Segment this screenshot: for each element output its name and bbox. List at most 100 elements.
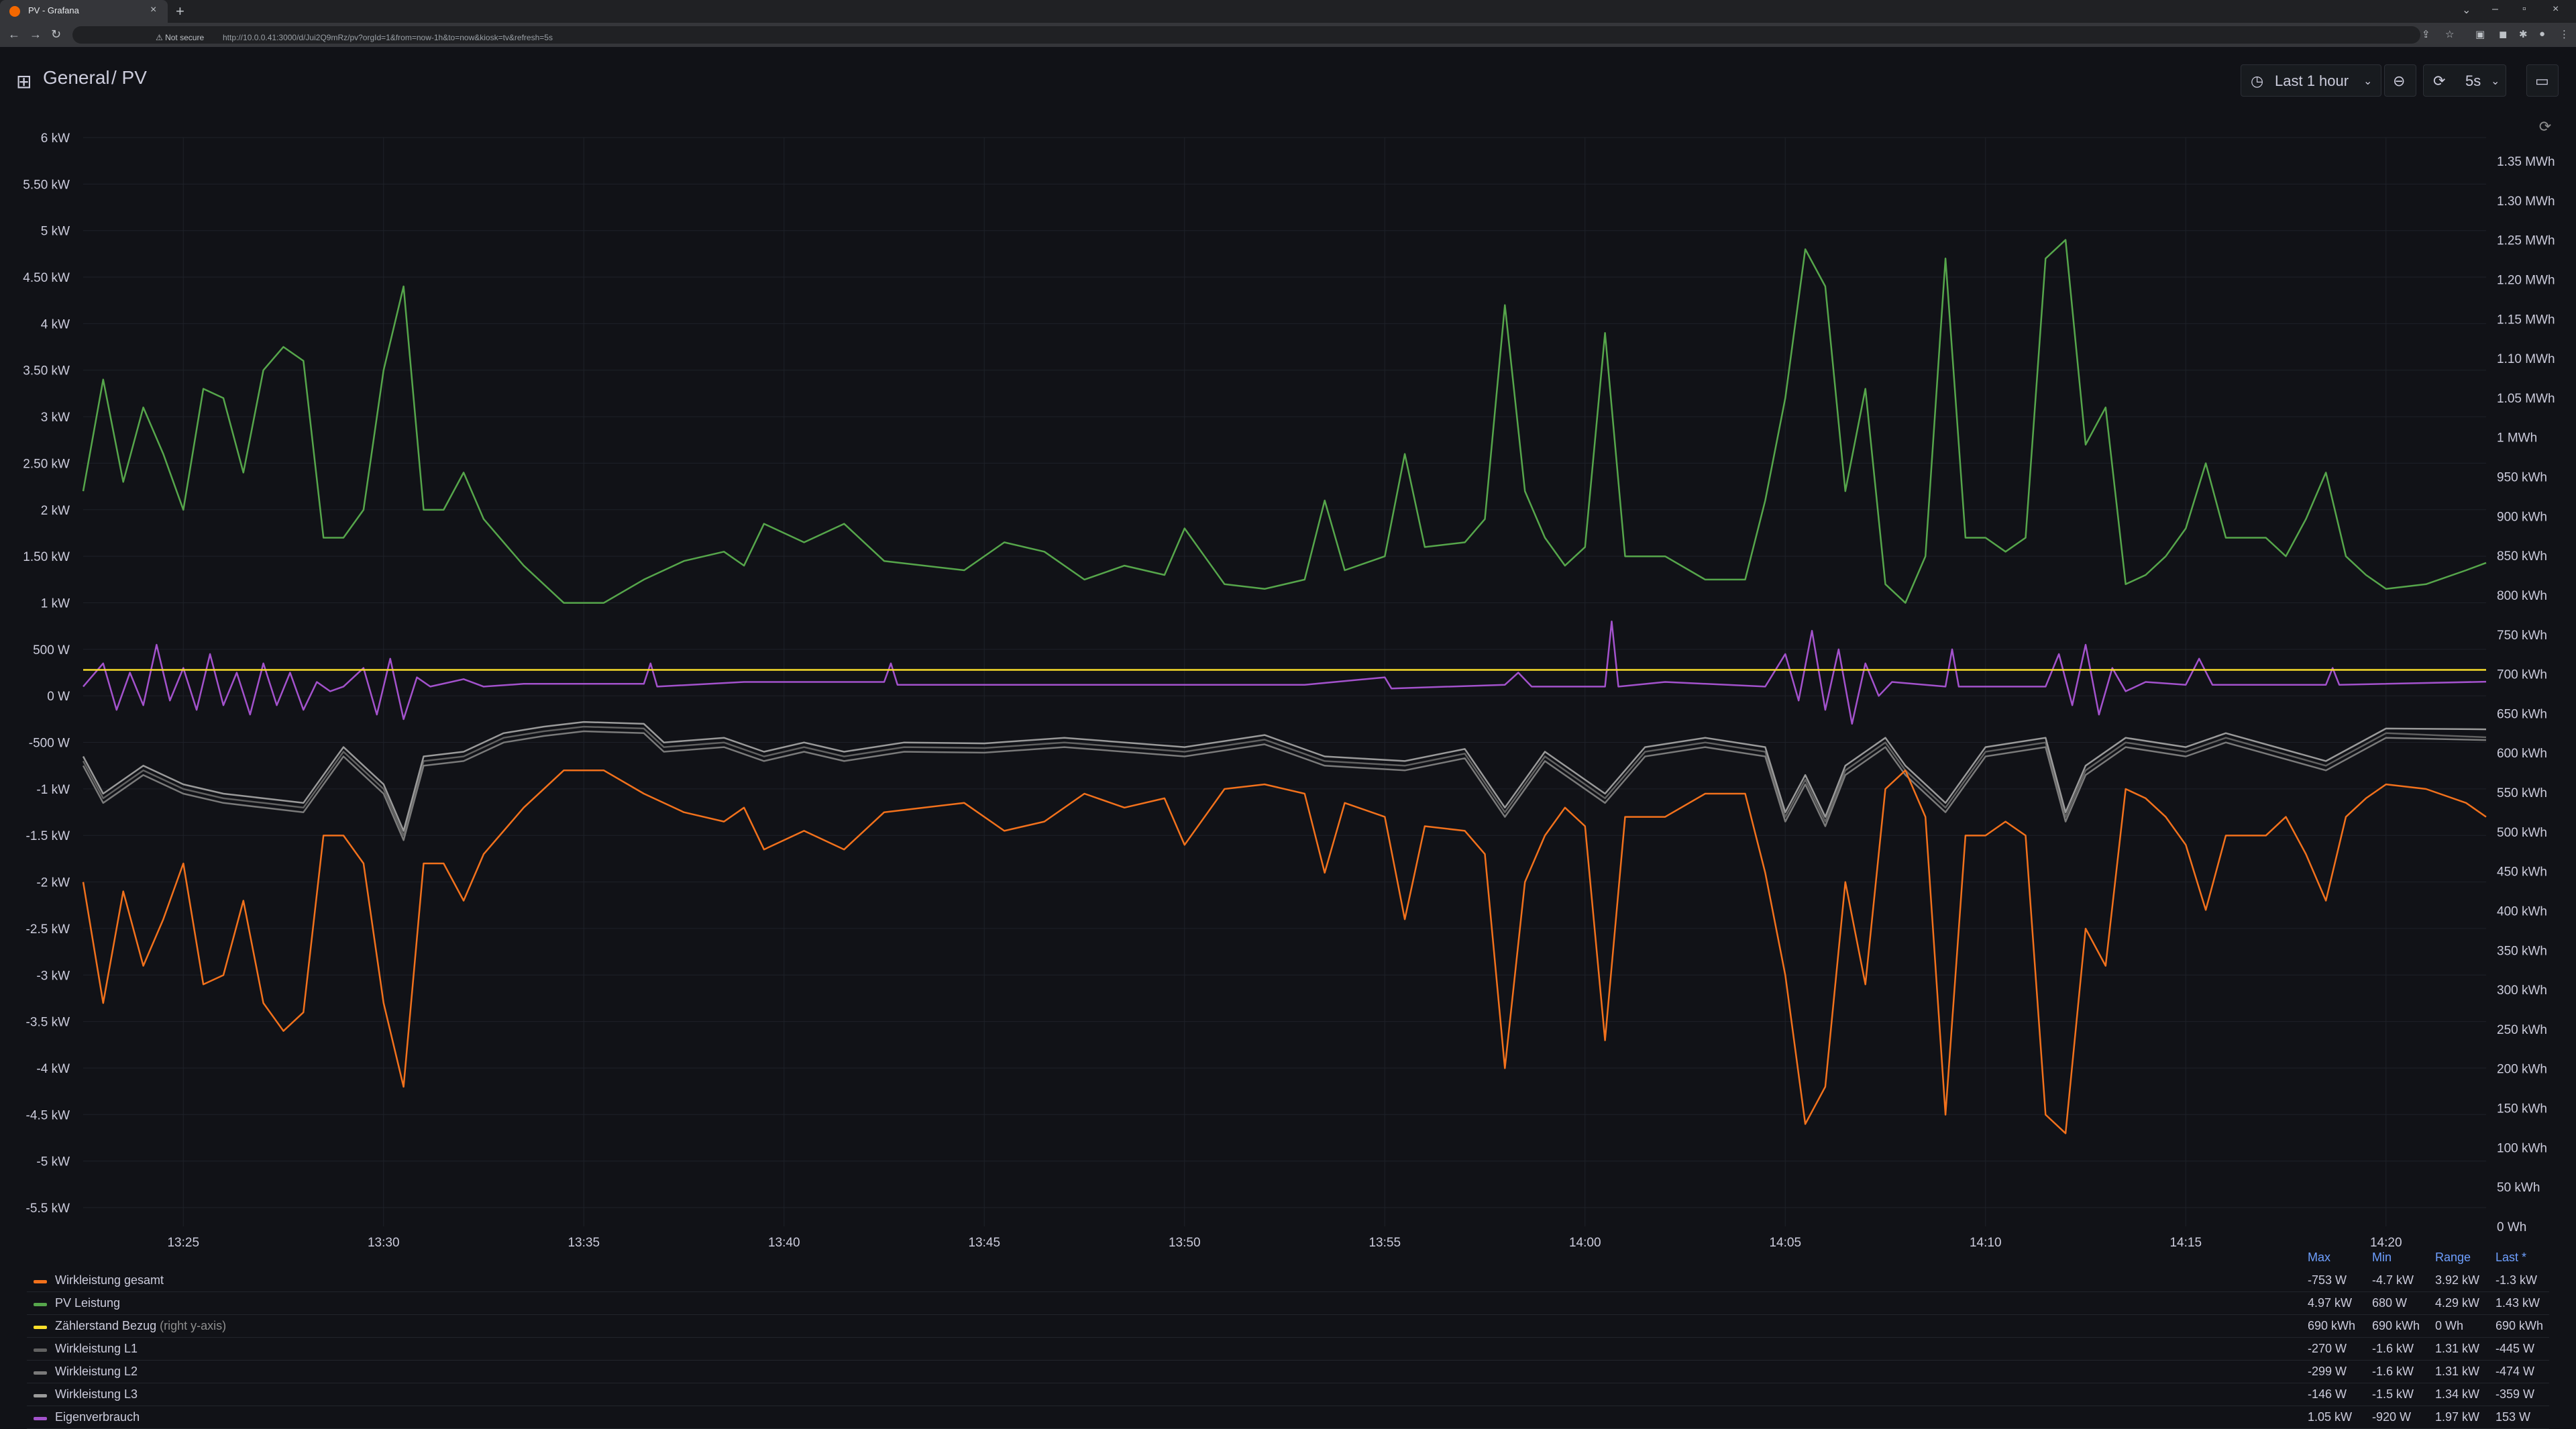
dashboard-title[interactable]: / PV (111, 67, 147, 88)
back-icon[interactable]: ← (8, 28, 20, 41)
address-bar[interactable]: ⚠ Not secure http://10.0.0.41:3000/d/Jui… (72, 26, 2420, 44)
legend-row[interactable]: Wirkleistung gesamt -753 W -4.7 kW 3.92 kW -… (0, 1269, 2576, 1292)
not-secure-indicator[interactable]: ⚠ Not secure (156, 33, 205, 42)
right-axis-tick-label: 1.30 MWh (2497, 195, 2555, 209)
browser-tab[interactable]: PV - Grafana × (0, 0, 168, 23)
legend-value: -445 W (2496, 1342, 2535, 1355)
legend-header[interactable]: Max (2308, 1251, 2331, 1264)
right-axis-tick-label: 850 kWh (2497, 549, 2547, 564)
browser-tab-title: PV - Grafana (28, 5, 79, 15)
legend-header[interactable]: Min (2372, 1251, 2392, 1264)
right-axis-tick-label: 450 kWh (2497, 865, 2547, 880)
series-line-wirkleistung-l3[interactable] (82, 721, 2487, 832)
right-axis-tick-label: 800 kWh (2497, 589, 2547, 603)
zoom-out-icon: ⊖ (2393, 72, 2406, 89)
legend-value: 4.97 kW (2308, 1296, 2353, 1310)
legend-value: 3.92 kW (2435, 1273, 2480, 1287)
refresh-picker[interactable]: ⟳ 5s ⌄ (2423, 64, 2506, 97)
legend-series-name[interactable]: Wirkleistung gesamt (55, 1273, 164, 1287)
legend-series-name[interactable]: Eigenverbrauch (55, 1410, 140, 1424)
right-axis-tick-label: 400 kWh (2497, 904, 2547, 918)
new-tab-icon[interactable]: + (176, 3, 184, 19)
profile-avatar-icon[interactable]: ● (2539, 28, 2546, 40)
tv-mode-button[interactable]: ▭ (2526, 64, 2559, 97)
series-line-wirkleistung-l1[interactable] (82, 725, 2487, 837)
legend-row[interactable]: Wirkleistung L3 -146 W -1.5 kW 1.34 kW -359 … (0, 1383, 2576, 1406)
forward-icon[interactable]: → (30, 28, 42, 41)
y-axis-tick-label: -1.5 kW (26, 829, 70, 843)
panel-refresh-icon[interactable]: ⟳ (2539, 118, 2551, 135)
extension-red-icon[interactable]: ◼ (2499, 29, 2508, 40)
y-axis-tick-label: 3.50 kW (23, 364, 70, 378)
legend-row[interactable]: PV Leistung 4.97 kW 680 W 4.29 kW 1.43 kW (0, 1292, 2576, 1315)
legend-header[interactable]: Last * (2496, 1251, 2527, 1264)
legend-series-name[interactable]: Wirkleistung L1 (55, 1342, 138, 1355)
y-axis-tick-label: 0 W (47, 690, 70, 704)
legend-value: 1.05 kW (2308, 1410, 2353, 1424)
right-axis-tick-label: 1.15 MWh (2497, 313, 2555, 327)
legend-header[interactable]: Range (2435, 1251, 2471, 1264)
y-axis-tick-label: -5 kW (36, 1155, 70, 1169)
breadcrumb-folder[interactable]: General (43, 67, 110, 88)
url-text: http://10.0.0.41:3000/d/Jui2Q9mRz/pv?org… (223, 33, 553, 42)
legend-divider (27, 1360, 2549, 1361)
legend-value: -920 W (2372, 1410, 2412, 1424)
legend-color-swatch (34, 1417, 47, 1420)
legend-color-swatch (34, 1371, 47, 1375)
zoom-out-button[interactable]: ⊖ (2384, 64, 2416, 97)
y-axis-tick-label: 3 kW (41, 411, 70, 425)
legend-divider (27, 1337, 2549, 1338)
series-line-wirkleistung-l2[interactable] (82, 730, 2487, 841)
bookmark-star-icon[interactable]: ☆ (2445, 29, 2455, 40)
right-axis-tick-label: 950 kWh (2497, 471, 2547, 485)
legend-row[interactable]: Wirkleistung L1 -270 W -1.6 kW 1.31 kW -445 … (0, 1338, 2576, 1361)
extension-icon[interactable]: ▣ (2475, 29, 2485, 40)
x-axis-tick-label: 14:10 (1970, 1236, 2002, 1250)
legend-series-name[interactable]: Zählerstand Bezug (right y-axis) (55, 1319, 227, 1332)
minimize-icon[interactable]: – (2492, 3, 2498, 15)
legend-value: -1.5 kW (2372, 1387, 2414, 1401)
y-axis-tick-label: -3 kW (36, 969, 70, 983)
close-window-icon[interactable]: × (2553, 3, 2559, 15)
timeseries-chart[interactable]: ⟳ 6 kW 5.50 kW 5 kW 4.50 kW 4 kW 3.50 kW 3 kW 2… (0, 0, 2576, 1255)
series-line-eigenverbrauch[interactable] (83, 621, 2487, 725)
legend-value: 1.97 kW (2435, 1410, 2480, 1424)
grafana-favicon-icon (9, 6, 20, 17)
x-axis-tick-label: 13:30 (368, 1236, 400, 1250)
legend-value: 0 Wh (2435, 1319, 2464, 1332)
legend-series-name[interactable]: PV Leistung (55, 1296, 121, 1310)
y-axis-tick-label: -5.5 kW (26, 1202, 70, 1216)
close-tab-icon[interactable]: × (150, 4, 157, 15)
share-icon[interactable]: ⇪ (2422, 29, 2430, 40)
series-line-pv-leistung[interactable] (82, 239, 2487, 604)
maximize-icon[interactable]: ▫ (2522, 3, 2526, 15)
y-axis-tick-label: 4.50 kW (23, 271, 70, 285)
time-range-picker[interactable]: ◷ Last 1 hour ⌄ (2241, 64, 2381, 97)
right-axis-tick-label: 1.25 MWh (2497, 234, 2555, 248)
legend-row[interactable]: Eigenverbrauch 1.05 kW -920 W 1.97 kW 153 W (0, 1406, 2576, 1429)
tab-search-icon[interactable]: ⌄ (2462, 5, 2471, 16)
y-axis-tick-label: -1 kW (36, 783, 70, 797)
legend-color-swatch (34, 1348, 47, 1352)
legend-series-name[interactable]: Wirkleistung L3 (55, 1387, 138, 1401)
legend-series-name[interactable]: Wirkleistung L2 (55, 1365, 138, 1378)
menu-kebab-icon[interactable]: ⋮ (2559, 29, 2569, 40)
legend-axis-note: (right y-axis) (156, 1319, 227, 1332)
legend-value: -1.3 kW (2496, 1273, 2538, 1287)
dashboard-grid-icon: ⊞ (16, 71, 32, 92)
reload-icon[interactable]: ↻ (51, 28, 62, 41)
legend-value: 153 W (2496, 1410, 2531, 1424)
y-axis-tick-label: -2.5 kW (26, 922, 70, 937)
series-line-wirkleistung-gesamt[interactable] (82, 770, 2487, 1134)
legend-value: -4.7 kW (2372, 1273, 2414, 1287)
legend-row[interactable]: Wirkleistung L2 -299 W -1.6 kW 1.31 kW -474 … (0, 1361, 2576, 1383)
x-axis-tick-label: 14:15 (2169, 1236, 2202, 1250)
right-axis-tick-label: 1 MWh (2497, 431, 2537, 445)
y-axis-tick-label: 4 kW (41, 317, 70, 331)
legend-value: -299 W (2308, 1365, 2347, 1378)
legend-row[interactable]: Zählerstand Bezug (right y-axis) 690 kWh 6… (0, 1315, 2576, 1338)
right-axis-tick-label: 600 kWh (2497, 747, 2547, 761)
puzzle-icon[interactable]: ✱ (2519, 29, 2528, 40)
right-axis-tick-label: 500 kWh (2497, 826, 2547, 840)
legend-value: -474 W (2496, 1365, 2535, 1378)
